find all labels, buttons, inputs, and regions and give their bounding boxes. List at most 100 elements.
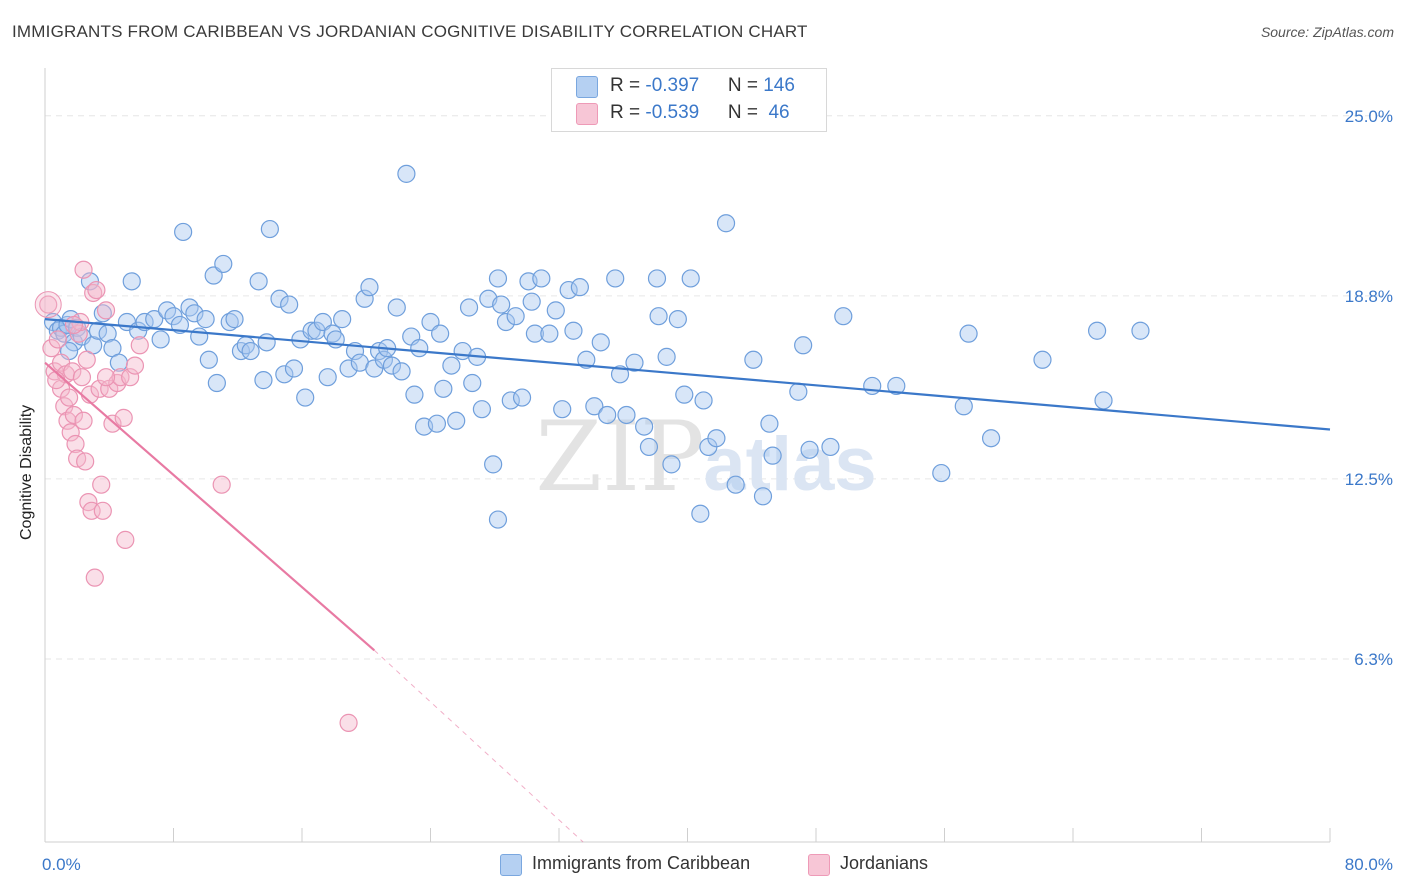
jordanian-point bbox=[63, 362, 82, 381]
jordanian-point bbox=[130, 336, 149, 355]
caribbean-point bbox=[932, 463, 951, 483]
caribbean-point bbox=[196, 310, 215, 329]
caribbean-point bbox=[170, 315, 190, 335]
jordanian-point bbox=[74, 260, 93, 279]
caribbean-point bbox=[1131, 321, 1150, 340]
n-label: N = bbox=[727, 75, 764, 96]
caribbean-point bbox=[606, 269, 625, 288]
caribbean-point bbox=[532, 269, 551, 288]
caribbean-point bbox=[662, 455, 681, 474]
caribbean-point bbox=[220, 312, 239, 332]
caribbean-point bbox=[257, 333, 276, 352]
caribbean-point bbox=[668, 310, 687, 329]
caribbean-point bbox=[190, 327, 209, 346]
jordanian-point bbox=[125, 356, 145, 375]
caribbean-point bbox=[657, 347, 676, 366]
jordanian-point bbox=[85, 568, 104, 587]
y-tick-label: 12.5% bbox=[1345, 470, 1393, 489]
jordanian-point bbox=[61, 423, 80, 442]
jordanian-point bbox=[103, 414, 122, 433]
caribbean-point bbox=[959, 324, 978, 343]
y-axis-label: Cognitive Disability bbox=[18, 404, 35, 540]
caribbean-point bbox=[794, 336, 813, 355]
caribbean-point bbox=[323, 324, 342, 343]
caribbean-point bbox=[122, 272, 141, 291]
caribbean-point bbox=[249, 272, 268, 291]
caribbean-point bbox=[427, 414, 447, 433]
caribbean-point bbox=[577, 350, 596, 369]
caribbean-point bbox=[863, 376, 882, 396]
jordanian-point bbox=[64, 405, 84, 425]
caribbean-point bbox=[275, 365, 294, 384]
source-label: Source: ZipAtlas.com bbox=[1260, 24, 1394, 40]
r-label: R = bbox=[610, 75, 646, 96]
jordanian-point bbox=[47, 371, 66, 390]
caribbean-point bbox=[553, 400, 572, 419]
caribbean-point bbox=[151, 330, 170, 349]
jordanian-point bbox=[66, 434, 85, 454]
caribbean-point bbox=[313, 312, 332, 332]
series-jordanians-points bbox=[34, 260, 358, 732]
caribbean-point bbox=[488, 269, 508, 288]
caribbean-point bbox=[546, 301, 565, 320]
stats-legend: R = -0.397 N = 146 R = -0.539 N = 46 bbox=[551, 68, 827, 132]
jordanian-point bbox=[114, 408, 133, 427]
caribbean-point bbox=[207, 373, 226, 393]
caribbean-point bbox=[559, 280, 578, 300]
caribbean-point bbox=[442, 356, 461, 375]
jordanians-swatch bbox=[576, 103, 598, 125]
caribbean-point bbox=[180, 298, 199, 317]
caribbean-point bbox=[675, 385, 694, 404]
caribbean-point bbox=[610, 365, 630, 384]
caribbean-point bbox=[284, 359, 304, 378]
caribbean-point bbox=[522, 292, 541, 311]
caribbean-point bbox=[397, 164, 416, 183]
caribbean-point bbox=[260, 219, 279, 239]
caribbean-point bbox=[174, 222, 193, 242]
jordanian-trend-line bbox=[44, 361, 376, 652]
jordanian-point bbox=[48, 330, 67, 349]
y-tick-label: 18.8% bbox=[1345, 287, 1393, 306]
caribbean-point bbox=[339, 359, 358, 378]
caribbean-point bbox=[649, 307, 668, 326]
n-value: 146 bbox=[763, 75, 795, 96]
caribbean-point bbox=[525, 324, 545, 343]
caribbean-point bbox=[280, 295, 299, 314]
caribbean-point bbox=[355, 289, 374, 308]
jordanian-point bbox=[69, 324, 88, 343]
caribbean-point bbox=[585, 397, 604, 416]
jordanian-point bbox=[74, 411, 93, 430]
caribbean-point bbox=[199, 350, 218, 369]
n-label: N = bbox=[727, 102, 764, 123]
caribbean-point bbox=[887, 376, 906, 396]
caribbean-point bbox=[954, 397, 973, 416]
caribbean-point bbox=[225, 310, 244, 329]
caribbean-point bbox=[564, 321, 583, 340]
watermark-atlas: atlas bbox=[703, 422, 876, 507]
caribbean-point bbox=[716, 214, 736, 233]
caribbean-point bbox=[635, 417, 654, 436]
caribbean-point bbox=[496, 312, 516, 332]
r-value: -0.539 bbox=[645, 102, 700, 123]
caribbean-point bbox=[447, 411, 466, 430]
caribbean-point bbox=[296, 388, 315, 407]
caribbean-trend-line bbox=[44, 318, 1331, 431]
caribbean-point bbox=[753, 487, 773, 506]
jordanian-point bbox=[92, 475, 111, 494]
caribbean-point bbox=[360, 278, 379, 297]
jordanian-point bbox=[59, 388, 79, 407]
caribbean-point bbox=[1033, 350, 1052, 369]
jordanian-point-large bbox=[34, 291, 62, 319]
caribbean-point bbox=[506, 307, 525, 326]
series-caribbean-points bbox=[43, 164, 1150, 529]
jordanian-point bbox=[39, 295, 58, 314]
trend-lines bbox=[44, 318, 1331, 843]
x-tick-labels: 0.0% 80.0% bbox=[42, 855, 1393, 874]
jordanian-point bbox=[212, 475, 231, 494]
legend-label-caribbean: Immigrants from Caribbean bbox=[532, 853, 751, 873]
caribbean-point bbox=[185, 304, 204, 323]
caribbean-point bbox=[204, 266, 223, 285]
caribbean-point bbox=[512, 388, 532, 407]
chart-title: IMMIGRANTS FROM CARIBBEAN VS JORDANIAN C… bbox=[12, 22, 808, 41]
